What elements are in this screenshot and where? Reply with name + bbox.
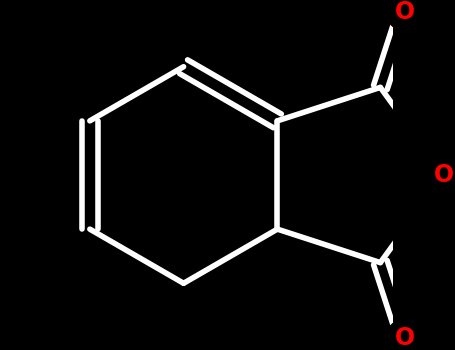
Text: O: O <box>395 326 415 350</box>
Text: O: O <box>395 0 415 24</box>
Text: O: O <box>434 163 454 187</box>
Circle shape <box>386 0 424 31</box>
Circle shape <box>425 156 455 194</box>
Circle shape <box>386 319 424 350</box>
